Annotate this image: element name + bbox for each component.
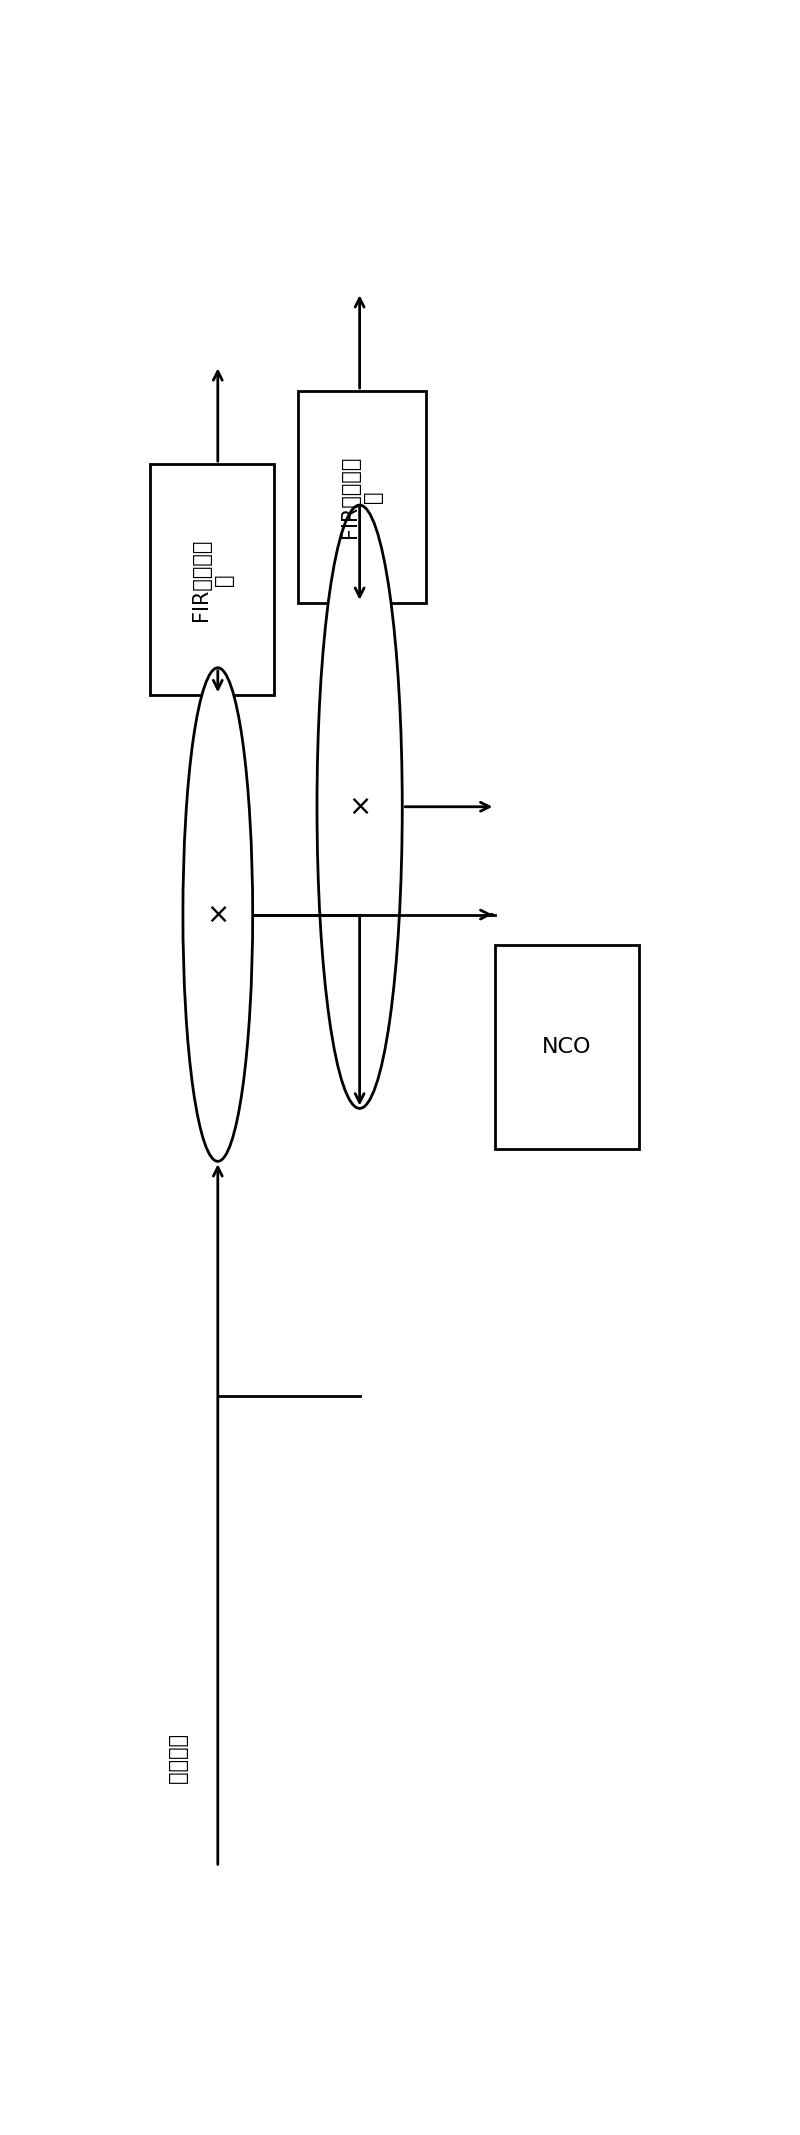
Bar	[495, 946, 638, 1149]
Ellipse shape	[317, 506, 402, 1108]
Bar	[150, 463, 274, 696]
Text: 输入信号: 输入信号	[167, 1736, 187, 1785]
Text: FIR低通滤波
器: FIR低通滤波 器	[340, 455, 383, 538]
Bar	[298, 391, 426, 602]
Text: ×: ×	[348, 792, 371, 820]
Text: NCO: NCO	[542, 1038, 592, 1057]
Text: ×: ×	[206, 901, 230, 929]
Ellipse shape	[183, 668, 253, 1161]
Text: FIR低通滤波
器: FIR低通滤波 器	[190, 538, 234, 621]
